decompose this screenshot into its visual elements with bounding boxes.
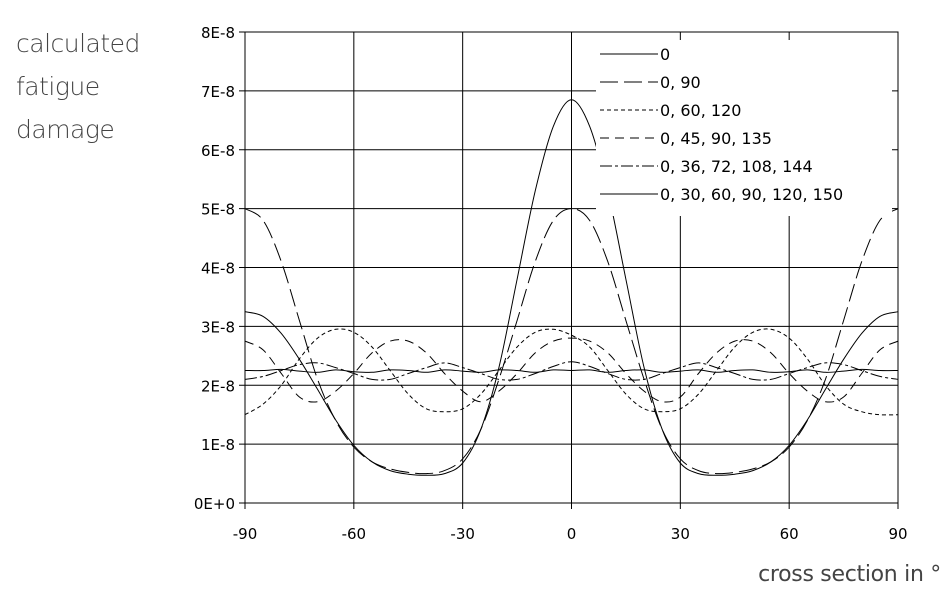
y-tick-label: 4E-8	[201, 260, 235, 278]
legend: 0 0, 90 0, 60, 120 0, 45, 90, 135 0, 36, 72,…	[596, 40, 892, 216]
y-axis-label-line-1: calculated	[16, 29, 140, 58]
series-line-1	[244, 99, 899, 476]
series-line-6	[244, 368, 899, 373]
legend-label: 0	[660, 45, 670, 64]
y-axis-label-line-3: damage	[16, 115, 115, 144]
series-line-4	[244, 337, 899, 403]
y-tick-label: 1E-8	[201, 436, 235, 454]
y-axis-label: calculated fatigue damage	[16, 22, 140, 151]
y-tick-label: 7E-8	[201, 83, 235, 101]
series-line-5	[244, 361, 899, 381]
x-tick-label: -90	[233, 525, 258, 543]
y-axis-ticks: 0E+0 1E-8 2E-8 3E-8 4E-8 5E-8 6E-8 7E-8 8E-8	[194, 24, 245, 513]
legend-label: 0, 60, 120	[660, 101, 741, 120]
legend-label: 0, 36, 72, 108, 144	[660, 157, 813, 176]
series-lines	[244, 99, 899, 476]
legend-box	[596, 40, 892, 216]
series-line-2	[244, 208, 899, 475]
x-tick-label: 30	[671, 525, 690, 543]
x-axis-ticks: -90 -60 -30 0 30 60 90	[233, 503, 908, 543]
x-tick-label: -60	[342, 525, 367, 543]
x-tick-label: 0	[567, 525, 577, 543]
plot-border	[244, 31, 899, 504]
legend-label: 0, 45, 90, 135	[660, 129, 772, 148]
x-tick-label: -30	[450, 525, 475, 543]
y-axis-label-line-2: fatigue	[16, 72, 100, 101]
x-tick-label: 90	[888, 525, 907, 543]
legend-label: 0, 30, 60, 90, 120, 150	[660, 185, 843, 204]
x-axis-label: cross section in °	[758, 562, 941, 587]
y-tick-label: 2E-8	[201, 377, 235, 395]
x-tick-label: 60	[780, 525, 799, 543]
y-tick-label: 3E-8	[201, 318, 235, 336]
y-tick-label: 0E+0	[194, 495, 235, 513]
y-tick-label: 6E-8	[201, 142, 235, 160]
y-tick-label: 8E-8	[201, 24, 235, 42]
legend-label: 0, 90	[660, 73, 701, 92]
y-tick-label: 5E-8	[201, 201, 235, 219]
